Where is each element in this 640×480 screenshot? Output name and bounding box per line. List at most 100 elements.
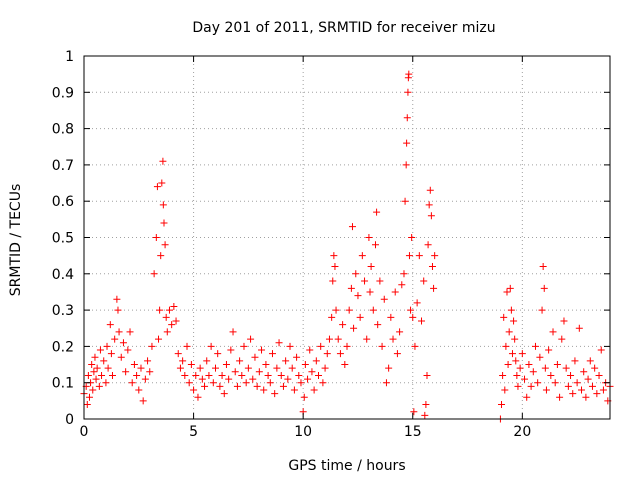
data-point [534, 379, 542, 387]
data-point [161, 241, 169, 249]
data-point [508, 350, 516, 358]
data-point [354, 292, 362, 300]
data-point [139, 397, 147, 405]
data-point [500, 313, 508, 321]
data-point [225, 375, 233, 383]
data-point [575, 324, 583, 332]
data-point [207, 342, 215, 350]
axis-ticks: 0 5 10 15 20 0 0.1 0.2 0.3 0.4 0.5 0.6 0.7 0.8 0.9 1 [52, 49, 610, 440]
data-point [273, 364, 281, 372]
data-point [402, 161, 410, 169]
data-point [117, 353, 125, 361]
data-point [216, 382, 224, 390]
data-point [348, 223, 356, 231]
x-tick-label: 15 [404, 424, 422, 440]
data-point [286, 342, 294, 350]
data-point [247, 335, 255, 343]
data-point [396, 328, 404, 336]
data-point [531, 342, 539, 350]
data-point [103, 342, 111, 350]
data-point [91, 353, 99, 361]
data-point [126, 328, 134, 336]
data-point [580, 368, 588, 376]
data-point [413, 299, 421, 307]
data-point [104, 364, 112, 372]
data-point [407, 306, 415, 314]
data-point [300, 393, 308, 401]
data-point [513, 371, 521, 379]
data-point [214, 350, 222, 358]
data-point [83, 400, 91, 408]
data-point [183, 342, 191, 350]
data-point [185, 379, 193, 387]
data-point [133, 371, 141, 379]
data-point [510, 317, 518, 325]
data-point [401, 197, 409, 205]
data-point [410, 408, 418, 416]
data-point [428, 263, 436, 271]
data-point [514, 382, 522, 390]
data-point [220, 390, 228, 398]
data-point [111, 335, 119, 343]
y-tick-label: 0.1 [52, 376, 74, 392]
data-point [90, 368, 98, 376]
data-point [212, 364, 219, 372]
data-point [403, 139, 411, 147]
data-point [308, 368, 316, 376]
data-point [553, 361, 561, 369]
data-point [415, 252, 423, 260]
data-point [260, 386, 268, 394]
data-point [163, 328, 171, 336]
y-tick-label: 0 [65, 412, 74, 428]
data-point [95, 382, 103, 390]
data-point [190, 386, 198, 394]
data-point [334, 335, 342, 343]
data-point [205, 371, 213, 379]
data-point [556, 393, 564, 401]
data-point [218, 371, 226, 379]
data-point [198, 375, 206, 383]
data-point [562, 364, 570, 372]
data-point [114, 306, 122, 314]
data-point [567, 371, 575, 379]
data-point [258, 346, 266, 354]
data-point [93, 364, 101, 372]
data-point [325, 335, 333, 343]
data-point [312, 357, 320, 365]
data-point [571, 357, 579, 365]
data-point [512, 357, 520, 365]
data-point [297, 379, 305, 387]
data-point [547, 371, 555, 379]
data-point [498, 400, 506, 408]
data-point [238, 371, 246, 379]
data-point [262, 361, 270, 369]
data-point [284, 375, 292, 383]
data-point [236, 357, 244, 365]
data-point [227, 346, 235, 354]
data-point [293, 353, 301, 361]
data-point [366, 288, 374, 296]
data-point [408, 234, 416, 241]
data-point [253, 382, 261, 390]
data-point [382, 379, 390, 387]
data-point [350, 324, 358, 332]
data-point [411, 342, 419, 350]
data-point [323, 350, 331, 358]
data-point [582, 393, 590, 401]
data-point [499, 371, 507, 379]
data-point [523, 393, 531, 401]
data-point [329, 277, 337, 285]
data-point [159, 201, 167, 209]
data-point [179, 357, 187, 365]
data-point [222, 361, 230, 369]
data-point [137, 364, 145, 372]
data-point [404, 88, 412, 96]
y-tick-label: 0.3 [52, 303, 74, 319]
data-point [389, 335, 397, 343]
data-point [586, 357, 594, 365]
data-point [365, 234, 373, 241]
data-point [249, 375, 257, 383]
data-point [378, 342, 386, 350]
data-point [502, 342, 510, 350]
data-point [181, 371, 189, 379]
